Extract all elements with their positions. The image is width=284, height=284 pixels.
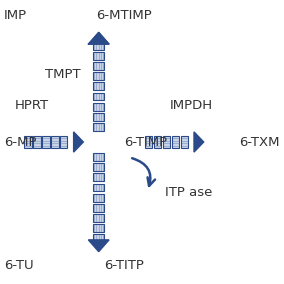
Text: 6-MP: 6-MP	[4, 135, 36, 149]
Text: IMPDH: IMPDH	[169, 99, 212, 112]
Bar	[51, 136, 59, 148]
Text: ITP ase: ITP ase	[165, 186, 213, 199]
Bar	[93, 82, 105, 90]
Bar	[93, 163, 105, 171]
Bar	[93, 204, 105, 212]
Polygon shape	[74, 132, 83, 152]
Bar	[93, 103, 105, 110]
Bar	[93, 184, 105, 191]
Bar	[154, 136, 161, 148]
Bar	[172, 136, 179, 148]
Bar	[24, 136, 32, 148]
Text: IMP: IMP	[4, 9, 27, 22]
Bar	[93, 113, 105, 121]
Bar	[181, 136, 188, 148]
Polygon shape	[88, 32, 109, 44]
Bar	[42, 136, 49, 148]
Bar	[163, 136, 170, 148]
Bar	[145, 136, 152, 148]
Text: HPRT: HPRT	[15, 99, 49, 112]
Bar	[93, 52, 105, 60]
Text: 6-TITP: 6-TITP	[105, 259, 144, 272]
Bar	[93, 72, 105, 80]
Polygon shape	[88, 240, 109, 252]
Bar	[93, 42, 105, 50]
Bar	[93, 93, 105, 100]
Bar	[93, 153, 105, 161]
Text: TMPT: TMPT	[45, 68, 81, 81]
Bar	[93, 62, 105, 70]
Text: 6-TU: 6-TU	[4, 259, 34, 272]
Text: 6-MTIMP: 6-MTIMP	[97, 9, 152, 22]
Bar	[93, 194, 105, 202]
Text: 6-TXM: 6-TXM	[240, 135, 280, 149]
Bar	[93, 214, 105, 222]
Text: 6-TIMP: 6-TIMP	[124, 135, 168, 149]
Bar	[93, 123, 105, 131]
Bar	[34, 136, 41, 148]
Bar	[93, 224, 105, 232]
Polygon shape	[194, 132, 204, 152]
Bar	[93, 234, 105, 242]
Bar	[60, 136, 68, 148]
Bar	[93, 174, 105, 181]
